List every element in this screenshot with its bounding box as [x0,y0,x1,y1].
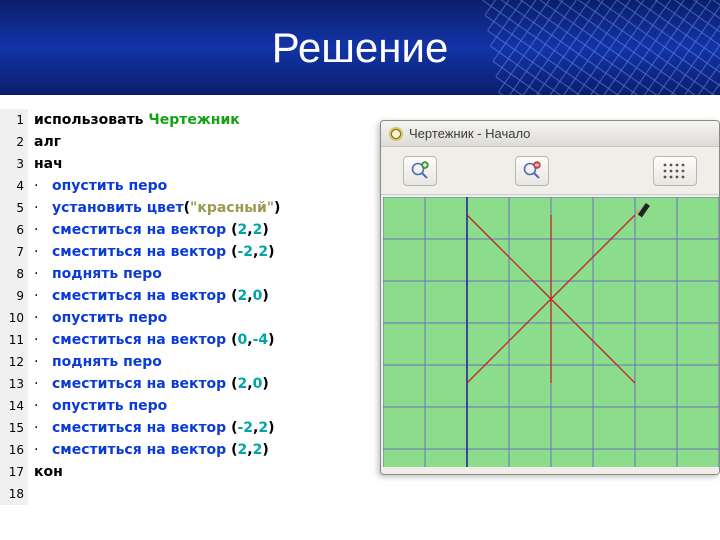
line-number: 8 [0,263,28,285]
window-titlebar[interactable]: Чертежник - Начало [381,121,719,147]
zoom-out-button[interactable] [515,156,549,186]
code-panel: 1 использовать Чертежник 2 алг 3 нач 4 ·опустит… [0,109,380,505]
line-number: 3 [0,153,28,175]
line-number: 1 [0,109,28,131]
code-line: 18 [0,483,380,505]
slide-header: Решение [0,0,720,95]
code-text: ·опустить перо [34,398,167,414]
drawing-canvas [383,197,719,467]
code-text: ·сместиться на вектор (0,-4) [34,332,275,348]
line-number: 11 [0,329,28,351]
line-number: 16 [0,439,28,461]
line-number: 14 [0,395,28,417]
code-line: 1 использовать Чертежник [0,109,380,131]
line-number: 15 [0,417,28,439]
code-text: ·сместиться на вектор (2,0) [34,288,269,304]
line-number: 10 [0,307,28,329]
code-line: 16 ·сместиться на вектор (2,2) [0,439,380,461]
code-text: ·сместиться на вектор (-2,2) [34,244,275,260]
line-number: 17 [0,461,28,483]
code-line: 13 ·сместиться на вектор (2,0) [0,373,380,395]
canvas-wrap [381,195,719,474]
line-number: 7 [0,241,28,263]
code-text: алг [34,134,61,150]
grid-icon [662,162,688,180]
code-text: кон [34,464,63,480]
grid-button[interactable] [653,156,697,186]
code-line: 12 ·поднять перо [0,351,380,373]
zoom-out-icon [522,161,542,181]
app-icon [389,127,403,141]
line-number: 9 [0,285,28,307]
code-line: 8 ·поднять перо [0,263,380,285]
code-text: нач [34,156,63,172]
code-text: ·поднять перо [34,266,162,282]
line-number: 18 [0,483,28,505]
line-number: 12 [0,351,28,373]
content-area: 1 использовать Чертежник 2 алг 3 нач 4 ·опустит… [0,95,720,540]
line-number: 6 [0,219,28,241]
zoom-in-button[interactable] [403,156,437,186]
code-text: ·сместиться на вектор (-2,2) [34,420,275,436]
code-text: ·опустить перо [34,178,167,194]
code-text: ·опустить перо [34,310,167,326]
mesh-decoration [479,0,720,95]
code-line: 2 алг [0,131,380,153]
code-line: 7 ·сместиться на вектор (-2,2) [0,241,380,263]
code-line: 17 кон [0,461,380,483]
line-number: 5 [0,197,28,219]
code-line: 4 ·опустить перо [0,175,380,197]
code-line: 3 нач [0,153,380,175]
code-text: ·установить цвет("красный") [34,200,280,216]
code-line: 6 ·сместиться на вектор (2,2) [0,219,380,241]
code-line: 5 ·установить цвет("красный") [0,197,380,219]
code-text: ·поднять перо [34,354,162,370]
zoom-in-icon [410,161,430,181]
code-line: 14 ·опустить перо [0,395,380,417]
drawer-toolbar [381,147,719,195]
code-text: использовать Чертежник [34,112,240,128]
line-number: 13 [0,373,28,395]
code-text: ·сместиться на вектор (2,2) [34,222,269,238]
code-line: 9 ·сместиться на вектор (2,0) [0,285,380,307]
window-title: Чертежник - Начало [409,126,530,141]
code-line: 11 ·сместиться на вектор (0,-4) [0,329,380,351]
drawer-window: Чертежник - Начало [380,120,720,475]
code-text: ·сместиться на вектор (2,0) [34,376,269,392]
line-number: 2 [0,131,28,153]
code-line: 10 ·опустить перо [0,307,380,329]
line-number: 4 [0,175,28,197]
code-line: 15 ·сместиться на вектор (-2,2) [0,417,380,439]
code-text: ·сместиться на вектор (2,2) [34,442,269,458]
